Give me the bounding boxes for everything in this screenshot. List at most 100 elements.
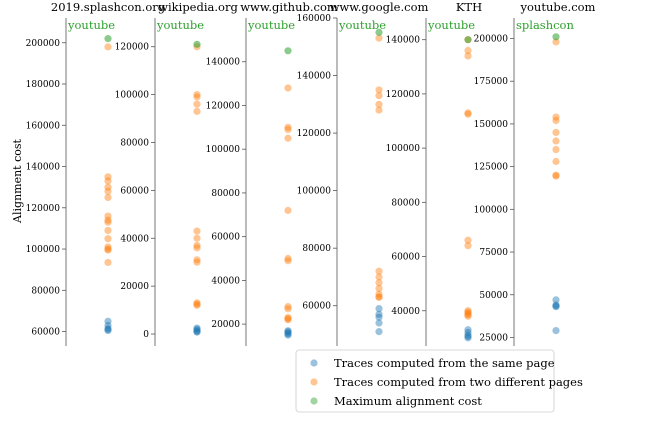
- panel-2: 0 20000 40000 60000 80000 100000 120000 wikiped…: [115, 0, 238, 346]
- point-different-pages: [552, 137, 560, 145]
- point-different-pages: [464, 110, 472, 118]
- point-different-pages: [193, 241, 201, 250]
- point-different-pages: [193, 227, 201, 235]
- panel-title: KTH: [456, 0, 482, 14]
- point-same-page: [552, 303, 560, 311]
- y-tick-label: 200000: [26, 39, 61, 49]
- point-different-pages: [375, 293, 383, 301]
- point-different-pages: [104, 173, 112, 181]
- point-different-pages: [375, 267, 383, 275]
- point-different-pages: [104, 216, 112, 224]
- y-tick-label: 160000: [26, 121, 61, 131]
- point-different-pages: [464, 46, 472, 55]
- point-same-page: [284, 329, 292, 337]
- point-different-pages: [464, 312, 472, 320]
- panel-1: 60000 80000 100000 120000 140000 160000 180000…: [26, 0, 166, 346]
- point-different-pages: [464, 307, 472, 315]
- point-different-pages: [104, 212, 112, 220]
- point-different-pages: [375, 86, 383, 94]
- panel-title: www.github.com: [240, 0, 338, 14]
- point-same-page: [375, 304, 383, 313]
- point-different-pages: [375, 106, 383, 114]
- point-different-pages: [552, 38, 560, 46]
- point-different-pages: [284, 303, 292, 311]
- y-tick-label: 160000: [297, 14, 332, 24]
- point-different-pages: [464, 236, 472, 244]
- point-different-pages: [375, 290, 383, 298]
- panel-4: 60000 80000 100000 120000 140000 160000www.go…: [297, 0, 428, 346]
- point-different-pages: [552, 145, 560, 154]
- point-same-page: [552, 327, 560, 335]
- point-different-pages: [104, 235, 112, 243]
- point-different-pages: [552, 113, 560, 121]
- point-different-pages: [284, 123, 292, 131]
- y-tick-label: 120000: [206, 101, 241, 111]
- point-same-page: [284, 331, 292, 339]
- point-same-page: [552, 296, 560, 304]
- y-tick-label: 150000: [474, 120, 509, 130]
- legend-marker-max: [310, 397, 318, 405]
- y-tick-label: 80000: [391, 198, 420, 208]
- point-same-page: [464, 331, 472, 339]
- point-same-page: [464, 334, 472, 342]
- y-tick-label: 60000: [302, 302, 331, 312]
- point-same-page: [464, 326, 472, 334]
- point-max-cost: [284, 47, 292, 55]
- point-different-pages: [193, 234, 201, 242]
- point-different-pages: [375, 293, 383, 301]
- y-tick-label: 75000: [479, 248, 508, 258]
- max-annotation: youtube: [247, 18, 295, 32]
- panel-3: 20000 40000 60000 80000 100000 120000 140000 ww…: [206, 0, 338, 346]
- y-tick-label: 175000: [474, 77, 509, 87]
- point-same-page: [375, 328, 383, 336]
- y-tick-label: 100000: [115, 91, 150, 101]
- y-tick-label: 50000: [479, 291, 508, 301]
- y-tick-label: 140000: [386, 36, 421, 46]
- legend-label-different: Traces computed from two different pages: [334, 375, 583, 389]
- point-different-pages: [284, 305, 292, 313]
- point-same-page: [552, 302, 560, 310]
- point-different-pages: [284, 254, 292, 263]
- point-different-pages: [193, 256, 201, 264]
- point-same-page: [552, 301, 560, 309]
- point-same-page: [104, 326, 112, 335]
- y-tick-label: 20000: [120, 282, 149, 292]
- point-same-page: [284, 328, 292, 336]
- point-different-pages: [464, 242, 472, 250]
- y-tick-label: 100000: [297, 187, 332, 197]
- point-same-page: [104, 324, 112, 333]
- point-different-pages: [375, 100, 383, 108]
- point-different-pages: [464, 309, 472, 318]
- point-different-pages: [284, 125, 292, 134]
- legend-box: [295, 349, 555, 413]
- point-different-pages: [104, 183, 112, 191]
- y-tick-label: 40000: [391, 307, 420, 317]
- point-different-pages: [104, 243, 112, 251]
- y-tick-label: 25000: [479, 333, 508, 343]
- point-different-pages: [464, 109, 472, 117]
- point-different-pages: [284, 257, 292, 265]
- point-same-page: [284, 327, 292, 335]
- point-different-pages: [284, 315, 292, 323]
- point-different-pages: [284, 134, 292, 142]
- legend-label-max: Maximum alignment cost: [334, 394, 482, 408]
- point-different-pages: [552, 116, 560, 125]
- point-different-pages: [193, 91, 201, 99]
- point-same-page: [193, 328, 201, 336]
- point-max-cost: [193, 40, 201, 48]
- y-tick-label: 60000: [211, 233, 240, 243]
- point-same-page: [104, 325, 112, 334]
- max-annotation: youtube: [427, 18, 475, 32]
- y-tick-label: 80000: [211, 189, 240, 199]
- panel-5: 40000 60000 80000 100000 120000 140000 KTH yout…: [386, 0, 482, 346]
- y-tick-label: 40000: [120, 234, 149, 244]
- point-same-page: [193, 324, 201, 332]
- panel-title: 2019.splashcon.org: [51, 0, 166, 14]
- point-different-pages: [104, 226, 112, 235]
- y-tick-label: 60000: [31, 328, 60, 338]
- point-different-pages: [193, 107, 201, 115]
- max-annotation: youtube: [156, 18, 204, 32]
- y-axis-label: Alignment cost: [11, 138, 24, 223]
- point-same-page: [464, 328, 472, 337]
